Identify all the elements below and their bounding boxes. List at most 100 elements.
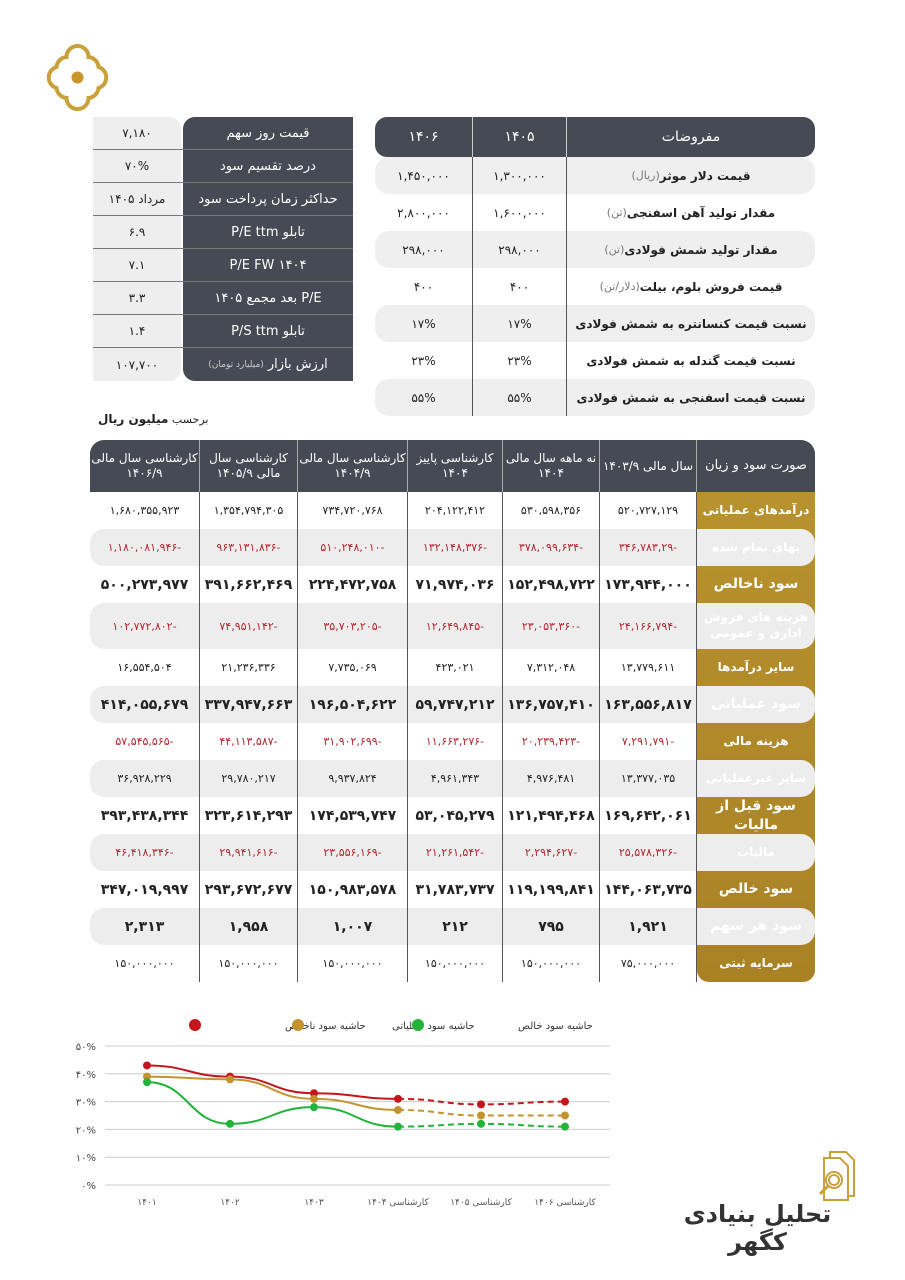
cell-value: ۳۹۱,۶۶۲,۴۶۹ (200, 566, 298, 603)
cell-value: ۱۵۲,۴۹۸,۷۲۲ (503, 566, 600, 603)
value-1405: ۱,۶۰۰,۰۰۰ (473, 194, 567, 231)
cell-value: -۹۶۳,۱۳۱,۸۳۶ (200, 529, 298, 566)
row-label: سود قبل از مالیات (716, 798, 796, 833)
legend-label: حاشیه سود عملیاتی (392, 1021, 475, 1032)
table-row: سود قبل از مالیات ۱۶۹,۶۴۲,۰۶۱ ۱۲۱,۴۹۴,۴۶۸ ۵… (90, 797, 815, 834)
table-row: درآمدهای عملیاتی ۵۲۰,۷۲۷,۱۲۹ ۵۳۰,۵۹۸,۳۵۶ ۲۰… (90, 492, 815, 529)
brand-logo (46, 43, 109, 111)
data-point (477, 1119, 485, 1128)
assumption-row: قیمت دلار موثر (ریال) ۱,۳۰۰,۰۰۰ ۱,۴۵۰,۰۰۰ (375, 157, 815, 194)
document-magnifier-icon (818, 1151, 855, 1201)
data-point (477, 1100, 485, 1109)
cell-value: ۴۲۳,۰۲۱ (408, 649, 503, 686)
cell-value: ۳۲۳,۶۱۴,۲۹۳ (200, 797, 298, 834)
row-label: سود هر سهم (710, 918, 802, 935)
cell-value: ۲۲۴,۴۷۲,۷۵۸ (298, 566, 408, 603)
cell-value: -۴۶,۴۱۸,۳۴۶ (90, 834, 200, 871)
cell-value: ۵۲۰,۷۲۷,۱۲۹ (600, 492, 697, 529)
cell-value: ۱۵۰,۰۰۰,۰۰۰ (90, 945, 200, 982)
cell-value: -۱۲,۶۴۹,۸۴۵ (408, 603, 503, 649)
metric-value: ۷۰% (93, 150, 181, 182)
key-metric-row: قیمت روز سهم ۷,۱۸۰ (93, 117, 353, 150)
label-text: مقدار تولید آهن اسفنجی (626, 205, 776, 220)
key-metric-row: تابلو P/S ttm ۱.۴ (93, 315, 353, 348)
cell-value: -۲۱,۲۶۱,۵۴۲ (408, 834, 503, 871)
metric-label: حداکثر زمان پرداخت سود (183, 183, 353, 215)
legend-label: حاشیه سود ناخالص (285, 1021, 366, 1032)
cell-value: -۲۴,۱۶۶,۷۹۴ (600, 603, 697, 649)
label-text: نسبت قیمت گندله به شمش فولادی (586, 353, 796, 368)
label-unit: (ریال) (631, 169, 660, 182)
y-tick-label: ۲۰% (76, 1125, 96, 1136)
cell-value: -۲۰,۲۳۹,۴۲۳ (503, 723, 600, 760)
value-1405: ۱۷% (473, 305, 567, 342)
label-text: مقدار تولید شمش فولادی (624, 242, 778, 257)
cell-value: ۲۰۴,۱۲۲,۴۱۲ (408, 492, 503, 529)
cell-value: ۱,۶۸۰,۳۵۵,۹۲۳ (90, 492, 200, 529)
cell-value: ۷۱,۹۷۴,۰۳۶ (408, 566, 503, 603)
metric-value: مرداد ۱۴۰۵ (93, 183, 181, 215)
key-metric-row: درصد تقسیم سود ۷۰% (93, 150, 353, 183)
cell-value: ۴,۹۷۶,۴۸۱ (503, 760, 600, 797)
header-cell: نه ماهه سال مالی ۱۴۰۴ (503, 440, 600, 492)
x-tick-label: کارشناسی ۱۴۰۴ (367, 1198, 429, 1208)
label-text: قیمت فروش بلوم، بیلت (639, 279, 783, 294)
data-point (310, 1089, 318, 1098)
header-cell: سال مالی ۱۴۰۳/۹ (600, 440, 697, 492)
cell-value: -۲۳,۵۵۶,۱۶۹ (298, 834, 408, 871)
assumption-row: مقدار تولید شمش فولادی (تن) ۲۹۸,۰۰۰ ۲۹۸,۰۰۰ (375, 231, 815, 268)
x-tick-label: ۱۴۰۱ (137, 1198, 156, 1208)
row-label: سود عملیاتی (711, 696, 801, 713)
assumption-label: نسبت قیمت گندله به شمش فولادی (567, 342, 815, 379)
assumption-label: مقدار تولید آهن اسفنجی (تن) (567, 194, 815, 231)
table-row: سود هر سهم ۱,۹۲۱ ۷۹۵ ۲۱۲ ۱,۰۰۷ ۱,۹۵۸ ۲,۳۱۳ (90, 908, 815, 945)
header-cell: ۱۴۰۶ (375, 117, 473, 157)
cell-value: ۱,۳۵۴,۷۹۴,۳۰۵ (200, 492, 298, 529)
assumption-label: نسبت قیمت اسفنجی به شمش فولادی (567, 379, 815, 416)
metric-value: ۶.۹ (93, 216, 181, 248)
cell-value: -۷,۲۹۱,۷۹۱ (600, 723, 697, 760)
cell-value: -۲۹,۹۴۱,۶۱۶ (200, 834, 298, 871)
value-1406: ۲۳% (375, 342, 473, 379)
cell-value: ۱۹۶,۵۰۴,۶۲۲ (298, 686, 408, 723)
y-tick-label: ۰% (81, 1181, 96, 1192)
data-point (394, 1122, 402, 1131)
metric-label-text: تابلو P/E ttm (231, 224, 305, 240)
series-line-solid (146, 1075, 399, 1111)
row-label: درآمدهای عملیاتی (702, 502, 810, 517)
data-point (143, 1078, 151, 1087)
cell-value: -۱۱,۶۶۳,۲۷۶ (408, 723, 503, 760)
metric-label-text: ۱۴۰۴ P/E FW (229, 257, 307, 273)
header-cell: مفروضات (661, 129, 721, 145)
metric-label-text: قیمت روز سهم (226, 125, 310, 141)
cell-value: ۱۵۰,۰۰۰,۰۰۰ (408, 945, 503, 982)
data-point (143, 1061, 151, 1070)
table-row: سایر غیرعملیاتی ۱۳,۳۷۷,۰۳۵ ۴,۹۷۶,۴۸۱ ۴,۹۶۱,… (90, 760, 815, 797)
cell-value: -۵۱۰,۲۴۸,۰۱۰ (298, 529, 408, 566)
cell-value: -۳۴۶,۷۸۳,۲۹ (600, 529, 697, 566)
assumption-row: قیمت فروش بلوم، بیلت (دلار/تن) ۴۰۰ ۴۰۰ (375, 268, 815, 305)
cell-value: -۲,۲۹۴,۶۲۷ (503, 834, 600, 871)
cell-value: ۷۵,۰۰۰,۰۰۰ (600, 945, 697, 982)
assumption-row: مقدار تولید آهن اسفنجی (تن) ۱,۶۰۰,۰۰۰ ۲,۸۰۰… (375, 194, 815, 231)
row-label: سود ناخالص (713, 576, 799, 593)
header-cell: کارشناسی سال مالی ۱۴۰۴/۹ (298, 440, 408, 492)
metric-label: ارزش بازار (میلیارد تومان) (183, 348, 353, 381)
header-cell: کارشناسی پاییز ۱۴۰۴ (408, 440, 503, 492)
metric-label-text: P/E بعد مجمع ۱۴۰۵ (214, 290, 322, 306)
data-point (143, 1072, 151, 1081)
value-1406: ۲۹۸,۰۰۰ (375, 231, 473, 268)
cell-value: -۷۴,۹۵۱,۱۴۲ (200, 603, 298, 649)
label-unit: (تن) (606, 206, 627, 219)
row-label: سایر درآمدها (717, 659, 795, 674)
metric-label-text: تابلو P/S ttm (231, 323, 305, 339)
legend-marker (189, 1019, 201, 1031)
data-point (394, 1105, 402, 1114)
cell-value: -۲۳,۰۵۳,۳۶۰ (503, 603, 600, 649)
assumptions-table: مفروضات ۱۴۰۵ ۱۴۰۶ قیمت دلار موثر (ریال) ۱,۳۰۰… (375, 117, 815, 416)
series-line-solid (146, 1064, 399, 1100)
value-1406: ۵۵% (375, 379, 473, 416)
row-label: سرمایه ثبتی (719, 955, 793, 970)
cell-value: ۵۰۰,۲۷۳,۹۷۷ (90, 566, 200, 603)
header-cell: ۱۴۰۵ (473, 117, 567, 157)
